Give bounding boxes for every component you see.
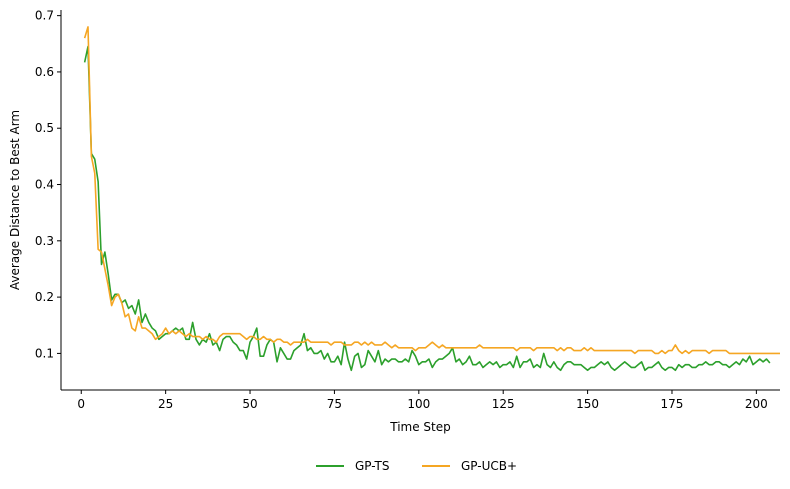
- x-tick-label: 200: [745, 397, 768, 411]
- series-lines: [83, 26, 780, 372]
- y-axis-ticks: 0.1 0.2 0.3 0.4 0.5 0.6 0.7: [35, 9, 61, 360]
- y-tick-label: 0.1: [35, 346, 54, 360]
- x-tick-label: 125: [492, 397, 515, 411]
- x-tick-label: 0: [77, 397, 85, 411]
- x-tick-label: 100: [407, 397, 430, 411]
- x-tick-label: 50: [242, 397, 257, 411]
- y-tick-label: 0.7: [35, 9, 54, 23]
- y-tick-label: 0.3: [35, 234, 54, 248]
- series-line-gp-ucb-: [83, 26, 780, 355]
- x-tick-label: 175: [661, 397, 684, 411]
- y-tick-label: 0.6: [35, 65, 54, 79]
- y-tick-label: 0.4: [35, 178, 54, 192]
- axes: [60, 10, 780, 391]
- x-tick-label: 25: [158, 397, 173, 411]
- y-tick-label: 0.2: [35, 290, 54, 304]
- y-tick-label: 0.5: [35, 121, 54, 135]
- series-line-gp-ts: [83, 45, 771, 372]
- x-axis-label: Time Step: [389, 420, 451, 434]
- x-axis-ticks: 0 25 50 75 100 125 150 175 200: [77, 390, 768, 411]
- x-tick-label: 75: [327, 397, 342, 411]
- legend-label-gp-ts: GP-TS: [355, 459, 389, 473]
- y-axis-label: Average Distance to Best Arm: [8, 110, 22, 290]
- x-tick-label: 150: [576, 397, 599, 411]
- legend: GP-TS GP-UCB+: [316, 459, 517, 473]
- legend-label-gp-ucb: GP-UCB+: [461, 459, 517, 473]
